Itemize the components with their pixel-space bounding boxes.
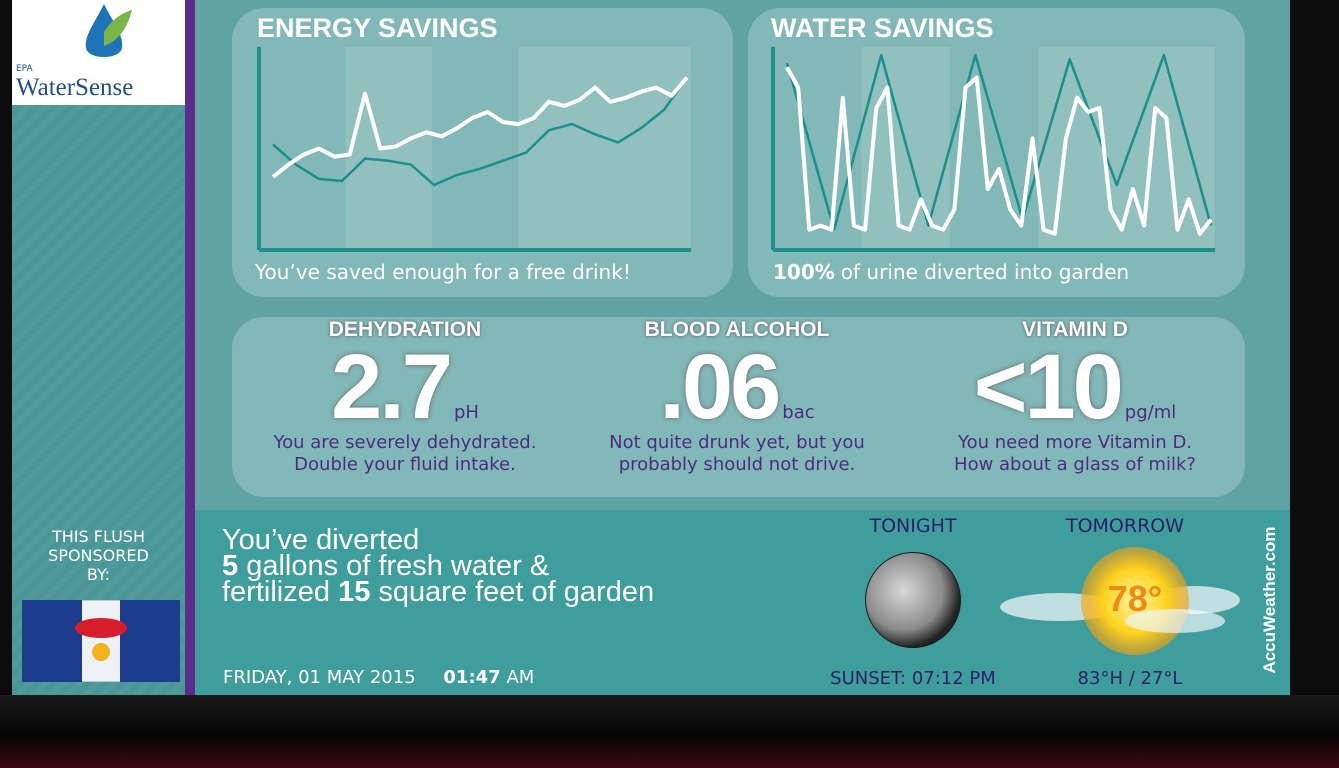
- divider-bar: [185, 0, 195, 695]
- logo-text: WaterSense: [16, 74, 133, 102]
- sponsor-line: BY:: [12, 565, 185, 584]
- hi-lo: 83°H / 27°L: [1055, 668, 1205, 689]
- ampm: AM: [506, 667, 534, 688]
- page: Smart Toilet Display {"sidebar": {"logo_…: [0, 0, 1339, 768]
- sponsor-line: SPONSORED: [12, 546, 185, 565]
- tv-bezel: [0, 695, 1339, 768]
- date: FRIDAY, 01 MAY 2015: [223, 667, 416, 688]
- tonight: TONIGHT: [843, 515, 983, 537]
- metric-value: 2.7: [331, 336, 450, 438]
- time: 01:47: [443, 667, 500, 688]
- area: 15: [338, 576, 370, 608]
- caption-bold: 100%: [773, 260, 835, 284]
- screen-root: EPA WaterSense ENERGY SAVINGS WATER SAVI…: [0, 0, 1339, 768]
- tomorrow: TOMORROW: [1040, 515, 1210, 537]
- can-blue: [120, 600, 180, 682]
- chart-caption: 100%of urine diverted into garden: [773, 260, 1129, 284]
- band: [605, 47, 691, 250]
- can-blue: [22, 600, 82, 682]
- logo-box: EPA WaterSense: [12, 0, 185, 105]
- metric-note: Not quite drunk yet, but you: [567, 432, 907, 454]
- metric-note: How about a glass of milk?: [905, 454, 1245, 476]
- logo-small: EPA: [16, 64, 33, 74]
- sunset: SUNSET: 07:12 PM: [808, 668, 1018, 689]
- chart-caption: You’ve saved enough for a free drink!: [255, 260, 631, 284]
- drop-icon: [74, 2, 134, 64]
- clock: FRIDAY, 01 MAY 2015 01:47 AM: [223, 667, 534, 688]
- energy-chart: [255, 45, 695, 255]
- metric-note: You are severely dehydrated.: [235, 432, 575, 454]
- can-sun: [92, 643, 110, 661]
- sponsor-line: THIS FLUSH: [12, 527, 185, 546]
- caption-text: of urine diverted into garden: [841, 260, 1129, 284]
- metric-note: You need more Vitamin D.: [905, 432, 1245, 454]
- area-text: square feet of garden: [378, 576, 654, 608]
- brand: AccuWeather.com: [1260, 490, 1280, 710]
- sponsor-text: THIS FLUSH SPONSORED BY:: [12, 527, 185, 584]
- chart-title: ENERGY SAVINGS: [257, 13, 498, 44]
- metric-unit: bac: [782, 402, 814, 423]
- metric-value: <10: [974, 336, 1121, 438]
- band: [1038, 47, 1126, 250]
- metric-unit: pH: [454, 402, 479, 423]
- moon: [866, 553, 960, 647]
- diverted-text: You’ve diverted 5 gallons of fresh water…: [222, 527, 654, 605]
- metric-note: probably should not drive.: [567, 454, 907, 476]
- sponsor-logo: [22, 600, 180, 682]
- metric-unit: pg/ml: [1125, 402, 1176, 423]
- can-red: [75, 618, 127, 638]
- temperature: 78°: [1085, 578, 1185, 620]
- metric-note: Double your fluid intake.: [235, 454, 575, 476]
- chart-title: WATER SAVINGS: [771, 13, 994, 44]
- moon-icon: [860, 550, 966, 650]
- metric-value: .06: [659, 336, 778, 438]
- line: fertilized 15 square feet of garden: [222, 579, 654, 605]
- fertilized: fertilized: [222, 576, 330, 608]
- water-chart: [769, 45, 1219, 255]
